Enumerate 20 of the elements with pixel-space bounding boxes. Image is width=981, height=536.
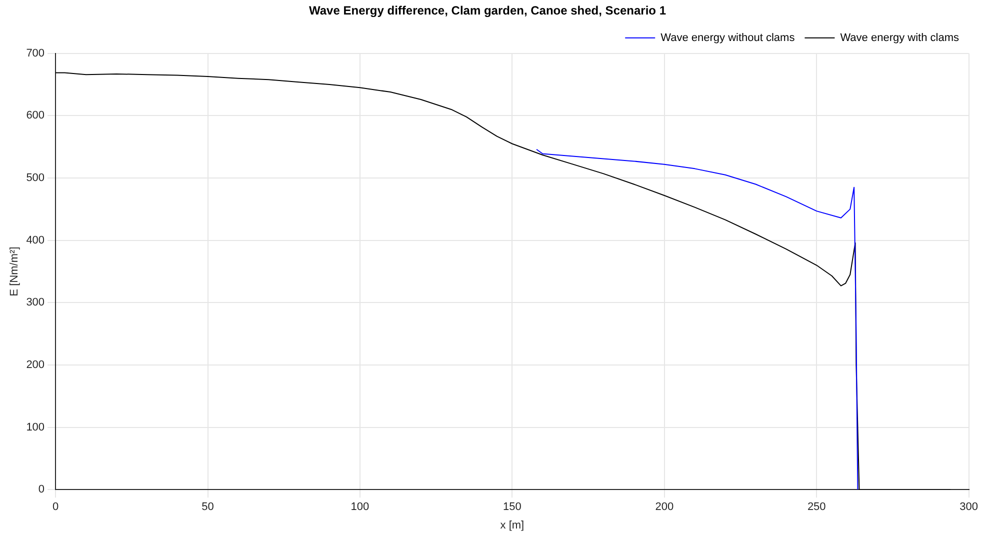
y-tick-label: 0 [38,484,45,496]
y-axis-title: E [Nm/m²] [8,246,21,296]
y-tick-label: 400 [26,234,45,246]
legend-label: Wave energy without clams [660,32,796,44]
y-tick-label: 100 [26,421,45,434]
y-tick-label: 700 [26,47,45,60]
x-tick-label: 100 [350,501,370,514]
x-tick-label: 200 [655,501,674,514]
x-axis-title: x [m] [500,519,524,532]
y-tick-label: 600 [26,110,45,122]
chart-title: Wave Energy difference, Clam garden, Canoe shed, Scenario 1 [308,4,666,18]
x-tick-label: 150 [503,501,522,514]
x-tick-label: 300 [960,501,978,514]
x-tick-label: 250 [807,501,826,514]
y-tick-label: 200 [26,359,45,372]
x-tick-label: 0 [52,501,59,514]
x-tick-label: 50 [202,501,214,514]
y-tick-label: 500 [26,172,45,184]
y-tick-label: 300 [26,296,45,309]
legend-label: Wave energy with clams [840,32,960,44]
